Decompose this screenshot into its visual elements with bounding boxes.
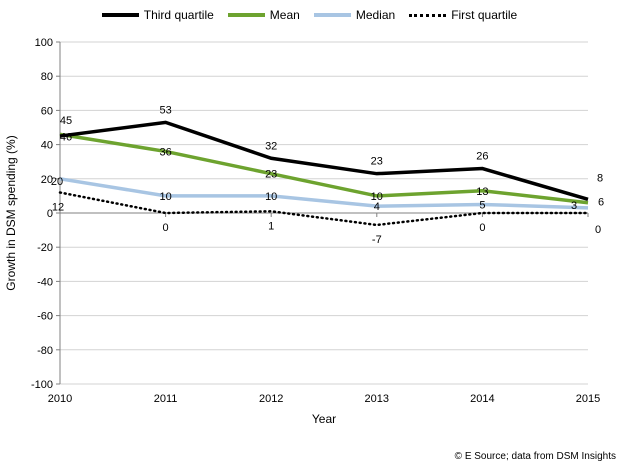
x-tick-label: 2011 [154,393,178,405]
y-tick-label: 0 [47,208,53,220]
chart-legend: Third quartile Mean Median First quartile [0,8,619,22]
legend-item-first-quartile: First quartile [409,8,517,22]
series-line-mean [59,132,589,205]
data-label-third-quartile-2010: 45 [60,115,72,127]
legend-item-median: Median [313,8,396,22]
data-label-mean-2013: 10 [371,191,383,203]
series-line-first-quartile [58,191,590,227]
legend-line-sample-third-quartile [101,13,139,17]
legend-line-sample-mean [227,13,265,17]
data-label-third-quartile-2015: 8 [597,172,603,184]
legend-line-sample-first-quartile [409,13,447,17]
legend-label: First quartile [451,8,518,22]
y-tick-label: 20 [41,174,53,186]
legend-label: Mean [269,8,300,22]
data-label-median-2013: 4 [374,201,380,213]
data-label-third-quartile-2013: 23 [371,156,383,168]
x-tick-label: 2010 [48,393,72,405]
data-label-first-quartile-2015: 0 [595,224,601,236]
data-label-median-2012: 10 [265,191,277,203]
data-label-first-quartile-2014: 0 [479,222,485,234]
y-tick-label: -20 [37,242,53,254]
legend-item-mean: Mean [227,8,300,22]
data-label-third-quartile-2011: 53 [159,104,171,116]
y-tick-label: 80 [41,71,53,83]
legend-item-third-quartile: Third quartile [101,8,214,22]
y-axis-title: Growth in DSM spending (%) [4,135,18,290]
legend-line-sample-median [313,13,351,17]
data-label-first-quartile-2013: -7 [372,234,382,246]
data-label-mean-2012: 23 [265,169,277,181]
y-tick-label: -40 [37,276,53,288]
y-tick-label: 60 [41,105,53,117]
data-label-median-2014: 5 [479,199,485,211]
data-label-median-2010: 20 [51,176,63,188]
y-tick-label: -100 [31,379,53,391]
x-tick-label: 2015 [576,393,600,405]
data-label-mean-2015: 6 [598,197,604,209]
legend-label: Median [355,8,396,22]
data-label-mean-2010: 46 [60,131,72,143]
data-label-median-2011: 10 [159,191,171,203]
legend-label: Third quartile [143,8,214,22]
source-credit: © E Source; data from DSM Insights [454,451,616,462]
data-label-third-quartile-2014: 26 [476,151,488,163]
y-tick-label: -80 [37,345,53,357]
data-label-median-2015: 3 [571,200,577,212]
y-tick-label: 100 [35,37,53,49]
series-line-third-quartile [59,120,589,202]
x-tick-label: 2013 [365,393,389,405]
x-axis-title: Year [312,412,336,426]
data-label-first-quartile-2012: 1 [268,220,274,232]
data-label-mean-2011: 36 [159,146,171,158]
data-label-third-quartile-2012: 32 [265,140,277,152]
x-tick-label: 2014 [470,393,494,405]
data-label-first-quartile-2011: 0 [163,222,169,234]
series-line-median [59,177,589,210]
x-tick-label: 2012 [259,393,283,405]
y-tick-label: 40 [41,140,53,152]
data-label-first-quartile-2010: 12 [52,201,64,213]
data-label-mean-2014: 13 [476,186,488,198]
y-tick-label: -60 [37,311,53,323]
